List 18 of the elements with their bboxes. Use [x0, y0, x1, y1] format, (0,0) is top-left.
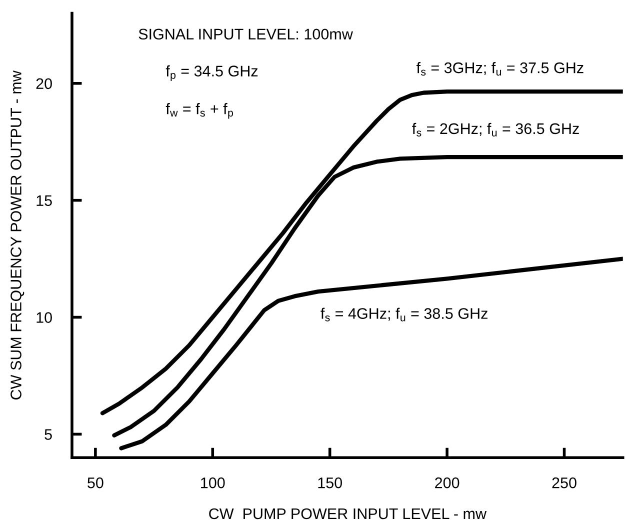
annotation: f$_{w}$ = f$_{s}$ + f$_{p}$ [166, 103, 233, 119]
annotation: SIGNAL INPUT LEVEL: 100mw [138, 28, 353, 40]
x-tick-label: 100 [201, 477, 225, 488]
y-tick-label: 5 [44, 429, 52, 440]
y-tick-label: 20 [36, 78, 52, 90]
y-tick-label: 10 [36, 312, 52, 323]
line-series [119, 256, 623, 450]
x-tick-label: 200 [435, 477, 460, 488]
x-tick-label: 150 [318, 477, 342, 488]
annotation: f$_{s}$ = 4GHz; f$_{u}$ = 38.5 GHz [320, 308, 488, 322]
annotation: f$_{p}$ = 34.5 GHz [166, 65, 258, 81]
y-axis-title: CW SUM FREQUENCY POWER OUTPUT - mw [10, 70, 24, 400]
x-tick-label: 50 [88, 477, 104, 488]
x-axis-title: CW PUMP POWER INPUT LEVEL - mw [209, 508, 487, 520]
y-tick-label: 15 [36, 195, 52, 206]
x-tick-label: 250 [552, 477, 576, 488]
annotation: f$_{s}$ = 2GHz; f$_{u}$ = 36.5 GHz [412, 122, 579, 136]
annotation: f$_{s}$ = 3GHz; f$_{u}$ = 37.5 GHz [416, 62, 584, 76]
